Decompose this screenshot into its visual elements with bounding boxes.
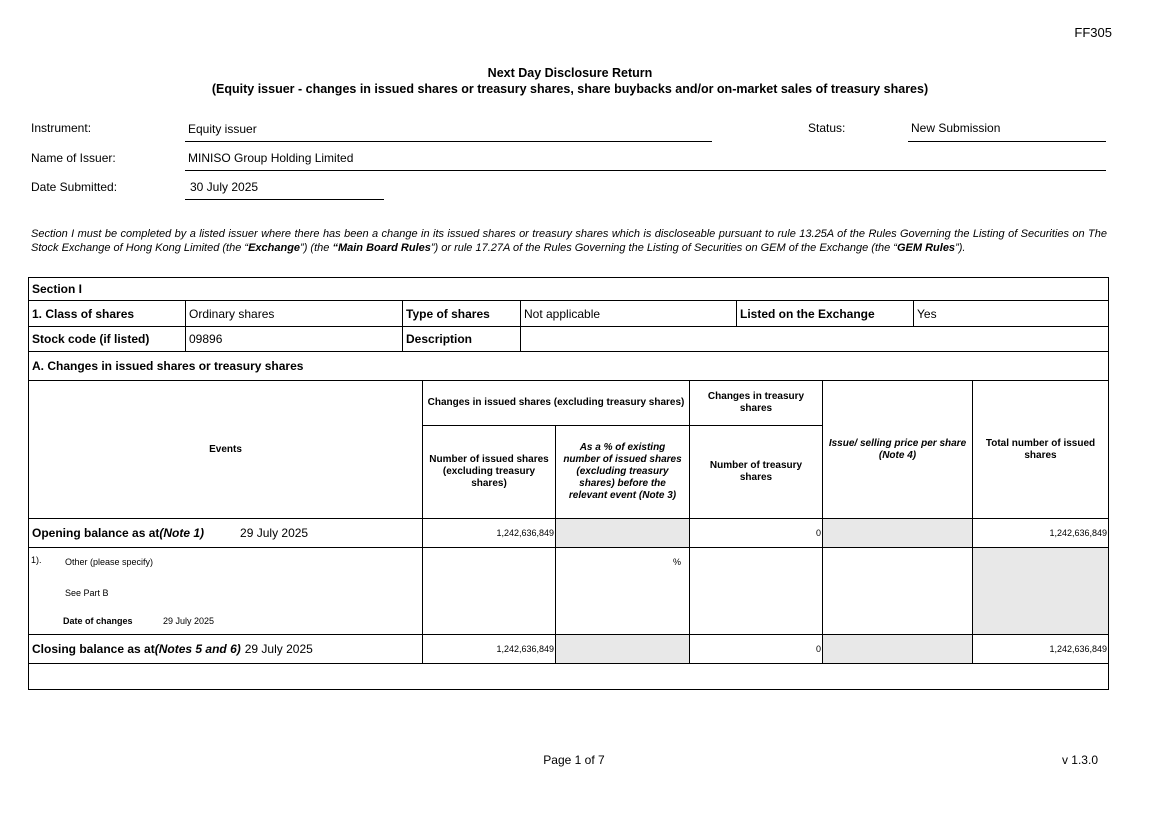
type-label: Type of shares	[402, 300, 521, 327]
date-of-changes-value: 29 July 2025	[163, 616, 215, 626]
header-num-treasury: Number of treasury shares	[689, 425, 823, 519]
event-price	[822, 547, 973, 635]
opening-issued: 1,242,636,849	[422, 518, 556, 548]
section-a-title: A. Changes in issued shares or treasury …	[28, 351, 1109, 381]
closing-price	[822, 634, 973, 664]
instrument-label: Instrument:	[31, 121, 92, 135]
opening-balance-label: Opening balance as at (Note 1) 29 July 20…	[28, 518, 423, 548]
event-total	[972, 547, 1109, 635]
opening-price	[822, 518, 973, 548]
opening-pct	[555, 518, 690, 548]
status-value: New Submission	[911, 121, 1001, 135]
version: v 1.3.0	[1061, 753, 1098, 767]
page-title: Next Day Disclosure Return	[487, 66, 653, 80]
stock-code-label: Stock code (if listed)	[28, 326, 186, 352]
header-events: Events	[28, 380, 423, 519]
header-changes-treasury: Changes in treasury shares	[689, 380, 823, 426]
event-issued	[422, 547, 556, 635]
closing-pct	[555, 634, 690, 664]
event-index: 1).	[31, 555, 42, 565]
closing-treasury: 0	[689, 634, 823, 664]
date-of-changes-label: Date of changes	[63, 616, 133, 626]
closing-balance-label: Closing balance as at (Notes 5 and 6) 29 …	[28, 634, 423, 664]
listed-label: Listed on the Exchange	[736, 300, 914, 327]
header-num-issued: Number of issued shares (excluding treas…	[422, 425, 556, 519]
opening-treasury: 0	[689, 518, 823, 548]
header-price: Issue/ selling price per share (Note 4)	[822, 380, 973, 519]
issuer-label: Name of Issuer:	[31, 151, 116, 165]
issuer-value: MINISO Group Holding Limited	[188, 151, 354, 165]
section-title: Section I	[28, 277, 1109, 301]
stock-code-value: 09896	[185, 326, 403, 352]
page-number: Page 1 of 7	[543, 753, 605, 767]
header-total: Total number of issued shares	[972, 380, 1109, 519]
description-value	[520, 326, 1109, 352]
section-intro: Section I must be completed by a listed …	[31, 228, 1107, 254]
opening-total: 1,242,636,849	[972, 518, 1109, 548]
event-pct: %	[555, 547, 690, 635]
event-detail: See Part B	[65, 588, 109, 598]
status-label: Status:	[808, 121, 846, 135]
type-value: Not applicable	[520, 300, 737, 327]
event-treasury	[689, 547, 823, 635]
page-subtitle: (Equity issuer - changes in issued share…	[211, 82, 929, 96]
event-type: Other (please specify)	[65, 557, 154, 567]
description-label: Description	[402, 326, 521, 352]
date-submitted-value: 30 July 2025	[190, 180, 259, 194]
form-code: FF305	[1074, 25, 1112, 40]
class-value: Ordinary shares	[185, 300, 403, 327]
instrument-value: Equity issuer	[188, 122, 257, 136]
header-pct: As a % of existing number of issued shar…	[555, 425, 690, 519]
closing-issued: 1,242,636,849	[422, 634, 556, 664]
date-submitted-label: Date Submitted:	[31, 180, 118, 194]
listed-value: Yes	[913, 300, 1109, 327]
blank-row	[28, 663, 1109, 690]
event-cell: 1). Other (please specify) See Part B Da…	[28, 547, 423, 635]
header-changes-issued: Changes in issued shares (excluding trea…	[422, 380, 690, 426]
closing-total: 1,242,636,849	[972, 634, 1109, 664]
class-label: 1. Class of shares	[28, 300, 186, 327]
